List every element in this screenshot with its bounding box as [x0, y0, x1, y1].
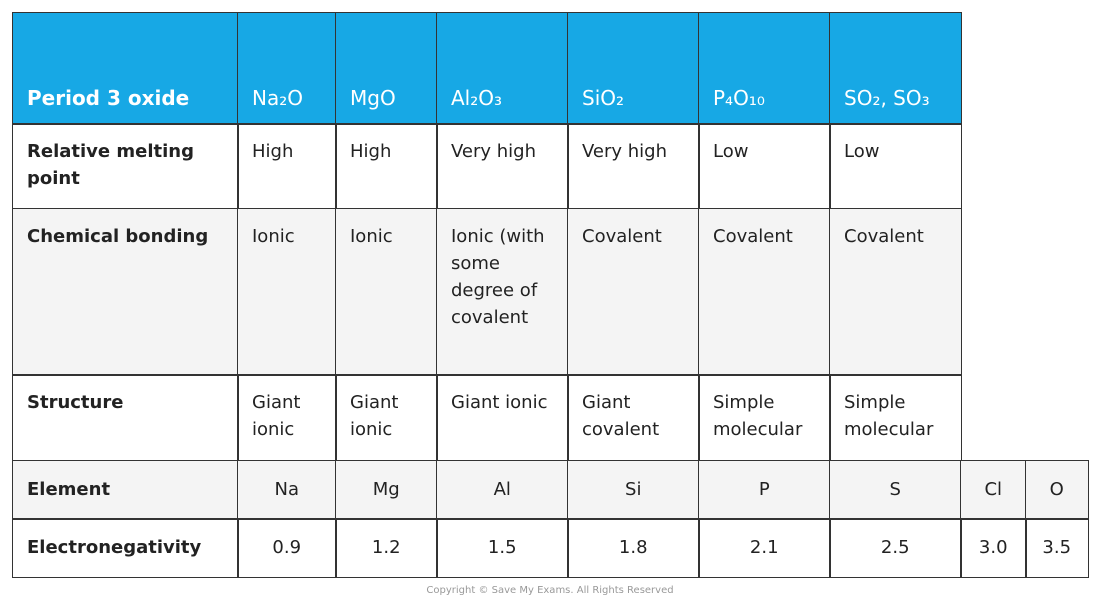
table-cell: P — [698, 460, 831, 520]
table-cell: Covalent — [829, 208, 962, 376]
table-cell: Very high — [567, 123, 700, 210]
table-cell: Cl — [960, 460, 1027, 520]
table-cell: Ionic — [335, 208, 438, 376]
table-cell: 0.9 — [237, 518, 337, 578]
header-cell: SiO₂ — [567, 12, 700, 125]
table-cell: S — [829, 460, 962, 520]
table-cell: Covalent — [567, 208, 700, 376]
table-cell: Ionic — [237, 208, 337, 376]
table-cell: Si — [567, 460, 700, 520]
table-cell: O — [1025, 460, 1089, 520]
header-cell: Period 3 oxide — [12, 12, 239, 125]
table-cell: Mg — [335, 460, 438, 520]
header-cell: MgO — [335, 12, 438, 125]
row-label: Electronegativity — [12, 518, 239, 578]
table-cell: Covalent — [698, 208, 831, 376]
header-cell: Al₂O₃ — [436, 12, 569, 125]
table-cell: 2.1 — [698, 518, 831, 578]
table-cell: Simple molecular — [829, 374, 962, 462]
table-cell: 1.2 — [335, 518, 438, 578]
table-cell: Giant ionic — [237, 374, 337, 462]
table-cell: High — [237, 123, 337, 210]
table-cell: 1.8 — [567, 518, 700, 578]
table-cell: Giant ionic — [436, 374, 569, 462]
table-cell: Ionic (with some degree of covalent — [436, 208, 569, 376]
table-cell: Simple molecular — [698, 374, 831, 462]
table-cell: 3.0 — [960, 518, 1027, 578]
table-cell: 1.5 — [436, 518, 569, 578]
table-cell: High — [335, 123, 438, 210]
table-cell: 3.5 — [1025, 518, 1089, 578]
table-cell: Low — [698, 123, 831, 210]
header-cell: SO₂, SO₃ — [829, 12, 962, 125]
table-cell: Giant ionic — [335, 374, 438, 462]
row-label: Structure — [12, 374, 239, 462]
table-cell: 2.5 — [829, 518, 962, 578]
header-cell: Na₂O — [237, 12, 337, 125]
row-label: Chemical bonding — [12, 208, 239, 376]
table-cell: Na — [237, 460, 337, 520]
table-cell: Low — [829, 123, 962, 210]
table-cell: Giant covalent — [567, 374, 700, 462]
row-label: Element — [12, 460, 239, 520]
table-cell: Very high — [436, 123, 569, 210]
header-cell: P₄O₁₀ — [698, 12, 831, 125]
copyright: Copyright © Save My Exams. All Rights Re… — [426, 585, 674, 596]
table-cell: Al — [436, 460, 569, 520]
row-label: Relative melting point — [12, 123, 239, 210]
